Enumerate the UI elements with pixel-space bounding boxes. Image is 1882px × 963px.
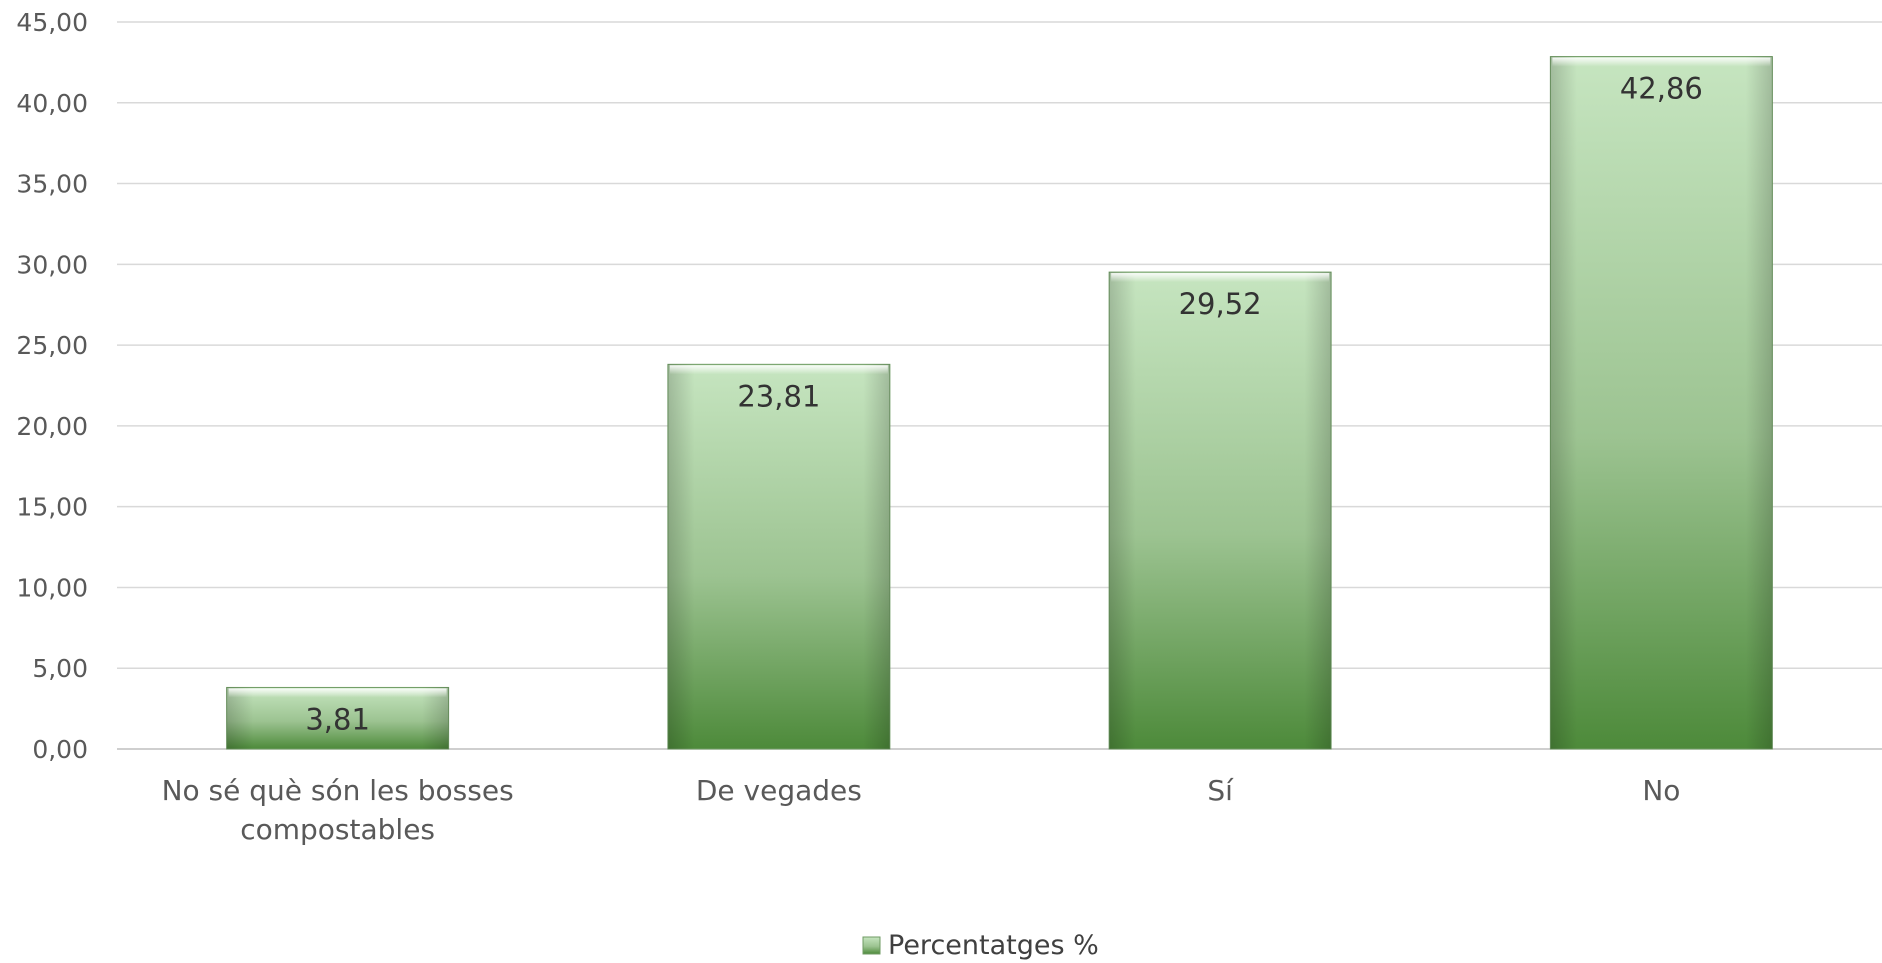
x-tick-label: compostables: [240, 813, 435, 846]
y-tick-label: 25,00: [16, 331, 88, 360]
y-tick-label: 45,00: [16, 8, 88, 37]
legend-swatch: [862, 936, 881, 955]
data-label: 29,52: [1179, 287, 1262, 321]
y-axis: 0,00 5,00 10,00 15,00 20,00 25,00 30,00 35,00 40…: [16, 8, 88, 764]
bar-shading: [667, 364, 890, 749]
gridlines: [117, 21, 1882, 750]
y-tick-label: 5,00: [32, 654, 88, 683]
bar-shading: [1109, 272, 1332, 749]
y-tick-label: 0,00: [32, 735, 88, 764]
x-tick-label: De vegades: [696, 774, 862, 807]
bars: 3,81 23,81 29,52 42,86: [226, 56, 1773, 750]
data-label: 23,81: [737, 379, 820, 413]
legend-label: Percentatges %: [888, 930, 1099, 961]
bar-highlight: [669, 365, 888, 375]
x-tick-label: Sí: [1207, 774, 1234, 807]
y-tick-label: 30,00: [16, 250, 88, 279]
y-tick-label: 15,00: [16, 493, 88, 522]
bar-highlight: [228, 688, 447, 698]
data-label: 42,86: [1620, 72, 1703, 106]
data-label: 3,81: [305, 702, 370, 736]
bar-shading: [1550, 56, 1773, 750]
y-tick-label: 40,00: [16, 89, 88, 118]
x-axis: No sé què són les bosses compostables De v…: [162, 774, 1681, 846]
y-tick-label: 35,00: [16, 170, 88, 199]
y-tick-label: 10,00: [16, 573, 88, 602]
y-tick-label: 20,00: [16, 412, 88, 441]
bar-shading: [226, 687, 449, 749]
x-tick-label: No sé què són les bosses: [162, 774, 514, 807]
x-tick-label: No: [1642, 774, 1680, 807]
bar-highlight: [1111, 273, 1330, 283]
bar-highlight: [1552, 57, 1771, 67]
legend: Percentatges %: [862, 930, 1099, 961]
